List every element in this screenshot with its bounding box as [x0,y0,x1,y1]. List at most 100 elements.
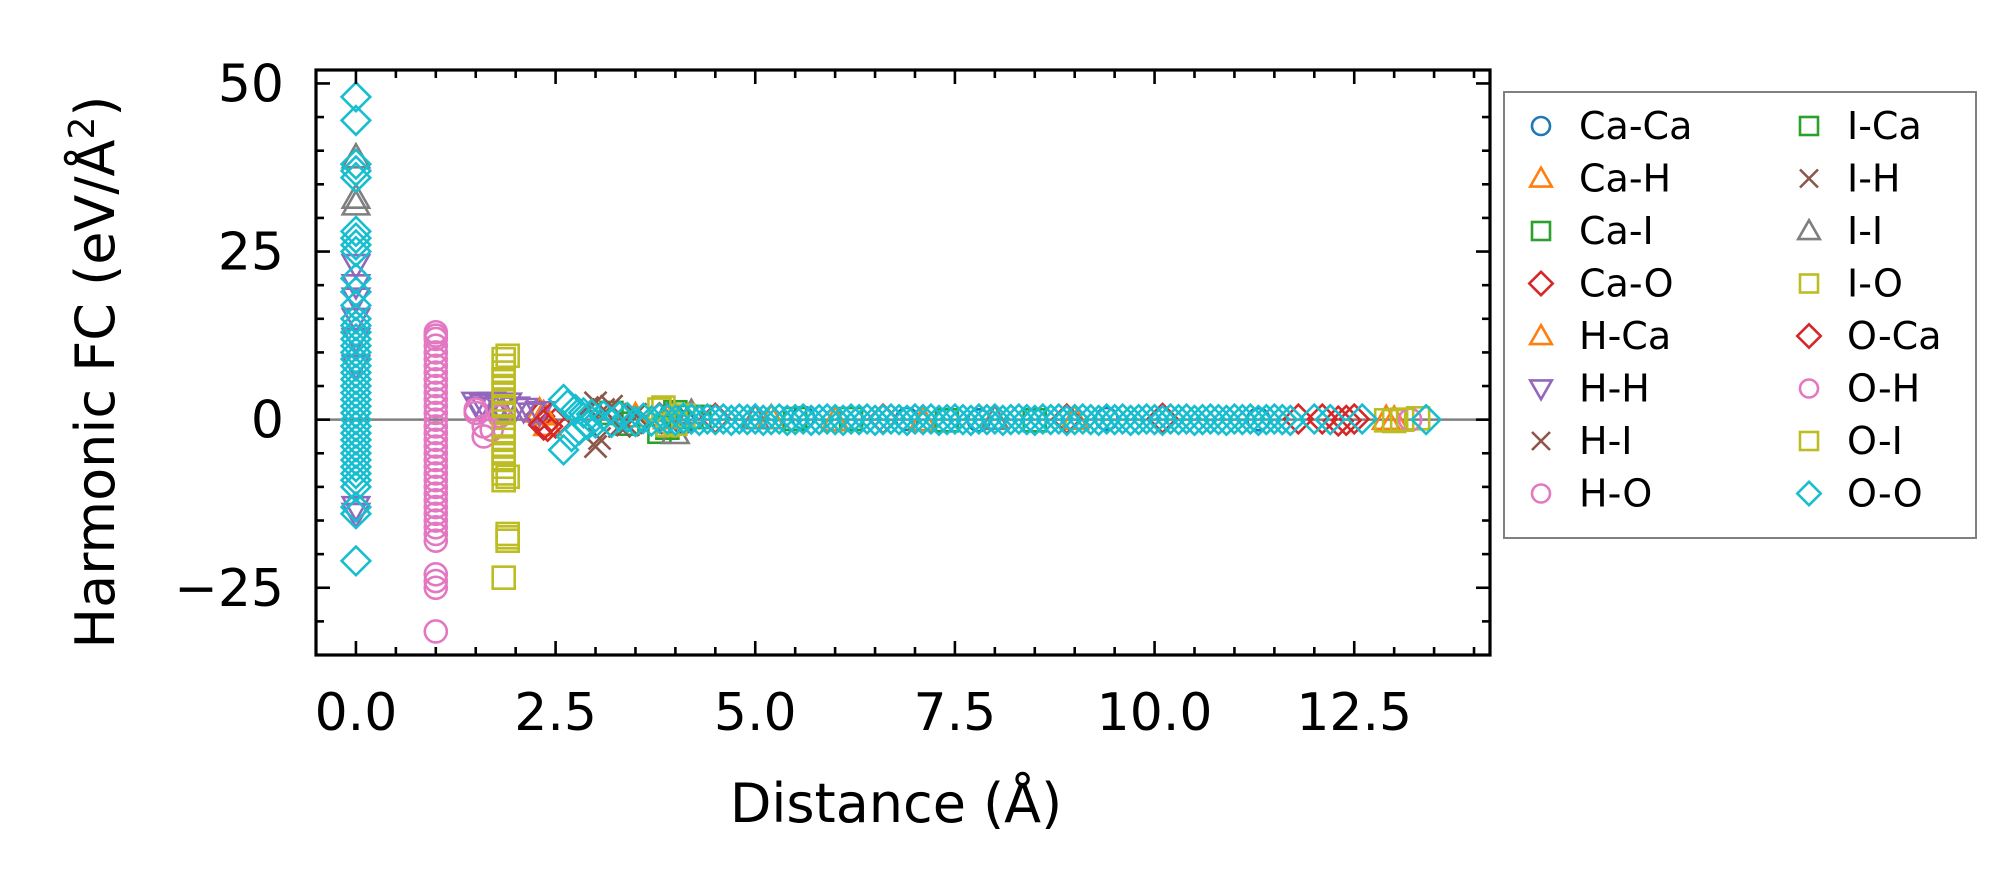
data-point [1074,403,1107,436]
legend-entry: I-Ca [1798,104,1922,148]
plot-area-frame [314,68,1492,657]
legend-marker [1798,115,1820,137]
legend-entries: Ca-Ca Ca-H Ca-I Ca-O H-Ca H-H H-I H-O I-Ca I-H I-I… [1527,104,1942,516]
data-point [423,474,449,500]
data-point [423,454,449,480]
data-point [818,403,852,436]
data-point [1266,403,1299,436]
data-point [1226,403,1259,436]
data-point [1082,404,1115,437]
legend-label: O-O [1847,472,1923,516]
y-axis-title: Harmonic FC (eV/Å2) [62,96,127,649]
legend-entry: Ca-I [1530,209,1654,253]
data-point [567,396,600,430]
data-point [527,408,560,442]
data-point [723,402,756,436]
data-point [1050,404,1083,437]
data-point [495,525,520,550]
data-point [1409,403,1443,436]
axis-ticks [316,70,1490,655]
data-point [1042,402,1075,436]
data-point [423,414,449,439]
data-point [1098,403,1131,436]
data-point [1314,403,1347,436]
data-point [423,407,449,432]
data-point [423,575,449,601]
data-point [1090,402,1123,436]
data-point [423,508,449,533]
legend-label: H-I [1579,419,1633,463]
data-point [1381,408,1407,434]
legend-label: H-O [1579,472,1652,516]
legend-marker [1530,220,1552,242]
data-point [339,104,373,137]
data-point [715,404,748,437]
data-point [423,434,449,459]
data-points-layer [339,80,1443,644]
data-point [1018,404,1051,437]
data-point [795,404,828,437]
x-tick-label: 2.5 [514,683,597,743]
data-point [850,402,884,436]
data-point [423,521,449,547]
data-point [547,433,580,467]
data-point [731,403,764,436]
data-point [423,340,449,365]
x-tick-labels: 0.0 2.5 5.0 7.5 10.0 12.5 [315,683,1413,743]
data-point [914,402,948,436]
legend-label: Ca-H [1579,157,1671,201]
data-point [423,427,449,453]
data-point [339,215,373,248]
data-point [340,253,372,281]
y-axis-title-close: ) [64,96,127,117]
data-point [1138,403,1171,436]
data-point [1010,403,1043,436]
data-point [1234,402,1267,436]
legend-marker [1795,479,1823,508]
data-point [1218,402,1251,436]
data-point [1282,402,1315,436]
legend-label: O-Ca [1847,314,1942,358]
data-point [423,346,449,372]
legend-label: Ca-O [1579,262,1674,306]
data-point [978,402,1011,436]
legend-label: Ca-Ca [1579,104,1692,148]
data-point [842,403,876,436]
data-point [906,403,940,436]
legend-marker [1799,168,1819,189]
data-point [423,420,449,446]
data-point [1058,403,1091,436]
data-point [423,323,449,348]
legend-entry: I-O [1798,262,1903,306]
data-point [571,408,604,442]
data-point [1405,406,1431,431]
y-tick-label: 0 [251,391,284,451]
data-point [423,333,449,358]
legend-marker [1527,379,1555,402]
data-point [922,404,956,437]
data-point [495,464,520,490]
legend-marker [1530,483,1552,504]
data-point [1322,404,1355,438]
data-point [659,404,692,437]
data-point [1178,404,1211,437]
data-point [423,619,449,644]
legend-marker [1795,322,1823,350]
data-point [699,403,732,436]
data-point [866,403,900,436]
data-point [423,562,449,587]
data-point [834,402,868,436]
data-point [579,406,612,440]
data-point [339,161,373,194]
legend-marker [1798,273,1820,294]
data-point [1298,402,1331,436]
data-point [339,80,373,114]
data-point [1059,403,1091,431]
data-point [779,403,812,436]
legend-entry: O-Ca [1795,314,1942,358]
data-point [423,353,449,379]
data-point [468,393,500,421]
data-point [491,400,516,426]
data-point [339,450,373,483]
